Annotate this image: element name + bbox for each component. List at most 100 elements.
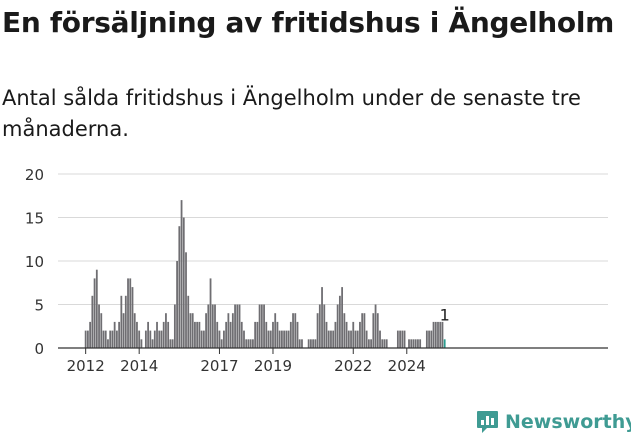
bar (254, 321, 257, 348)
bar (109, 330, 112, 348)
bar (330, 330, 332, 348)
x-tick-label: 2024 (388, 357, 426, 375)
y-tick-label: 0 (34, 340, 44, 358)
bar (113, 321, 116, 348)
bar (189, 313, 192, 348)
bar (441, 321, 444, 348)
bar (385, 339, 388, 348)
bar (356, 330, 359, 348)
bar (343, 313, 346, 348)
bar (381, 339, 384, 348)
bar (138, 330, 141, 348)
bar (156, 321, 158, 348)
bar (144, 330, 147, 348)
bar (122, 313, 125, 348)
bar (162, 321, 165, 348)
bar (383, 339, 386, 348)
newsworthy-icon (477, 410, 498, 433)
x-tick-label: 2014 (120, 357, 158, 375)
bar (243, 330, 245, 348)
x-tick-label: 2017 (200, 357, 238, 375)
bar (118, 321, 121, 348)
bar (325, 321, 328, 348)
bar (127, 278, 129, 348)
bar (220, 339, 223, 348)
bar (194, 321, 196, 348)
bar (173, 304, 176, 348)
bar (207, 304, 210, 348)
y-axis-ticks: 0 5 10 15 20 (25, 166, 44, 358)
bar (289, 321, 292, 348)
bar (151, 339, 154, 348)
bar (180, 200, 183, 348)
bar (281, 330, 283, 348)
bar (399, 330, 401, 348)
bar (417, 339, 419, 348)
bar (176, 261, 178, 348)
x-tick-label: 2019 (254, 357, 292, 375)
bar (98, 304, 100, 348)
bar (318, 304, 321, 348)
bar (89, 321, 92, 348)
bar (95, 269, 98, 348)
bar (136, 321, 138, 348)
bar (336, 304, 339, 348)
bar (102, 330, 105, 348)
bar (298, 339, 301, 348)
bar (363, 313, 366, 348)
bar (196, 321, 199, 348)
bar (234, 304, 236, 348)
y-tick-label: 10 (25, 253, 44, 271)
bar (252, 339, 254, 348)
bar (276, 321, 279, 348)
x-tick-label: 2022 (334, 357, 372, 375)
bar (272, 321, 274, 348)
bar (296, 321, 299, 348)
bar (167, 321, 170, 348)
x-axis: 2012 2014 2017 2019 2022 2024 (58, 347, 608, 375)
bar (238, 304, 241, 348)
bar (84, 330, 87, 348)
bar (401, 330, 404, 348)
bar (347, 330, 350, 348)
bar (408, 339, 410, 348)
bar (350, 330, 352, 348)
bar (301, 339, 303, 348)
bar (410, 339, 413, 348)
brand-name: Newsworthy (505, 411, 631, 433)
bar (249, 339, 252, 348)
bar (158, 330, 161, 348)
bar (104, 330, 107, 348)
newsworthy-logo[interactable]: Newsworthy (476, 407, 631, 437)
bar (439, 321, 442, 348)
bar (214, 304, 216, 348)
bar (120, 295, 123, 348)
bar (205, 313, 207, 348)
bar (216, 321, 219, 348)
bar (403, 330, 406, 348)
bar (323, 304, 326, 348)
bar (160, 330, 163, 348)
bar (149, 330, 152, 348)
y-tick-label: 20 (25, 166, 44, 184)
highlight-value-label: 1 (440, 305, 450, 324)
bar (140, 339, 143, 348)
bar (240, 321, 243, 348)
bar (292, 313, 294, 348)
bar (265, 321, 268, 348)
bar (260, 304, 263, 348)
bar (153, 330, 156, 348)
bar (269, 330, 272, 348)
y-tick-label: 5 (34, 297, 44, 315)
bar (332, 330, 335, 348)
annotations: 1 (440, 305, 450, 324)
bar (191, 313, 194, 348)
bar (111, 330, 114, 348)
bar (100, 313, 103, 348)
y-tick-label: 15 (25, 210, 44, 228)
bar (231, 313, 234, 348)
bar-highlight (443, 339, 446, 348)
bar (430, 330, 433, 348)
bar (437, 321, 439, 348)
bar (294, 313, 297, 348)
